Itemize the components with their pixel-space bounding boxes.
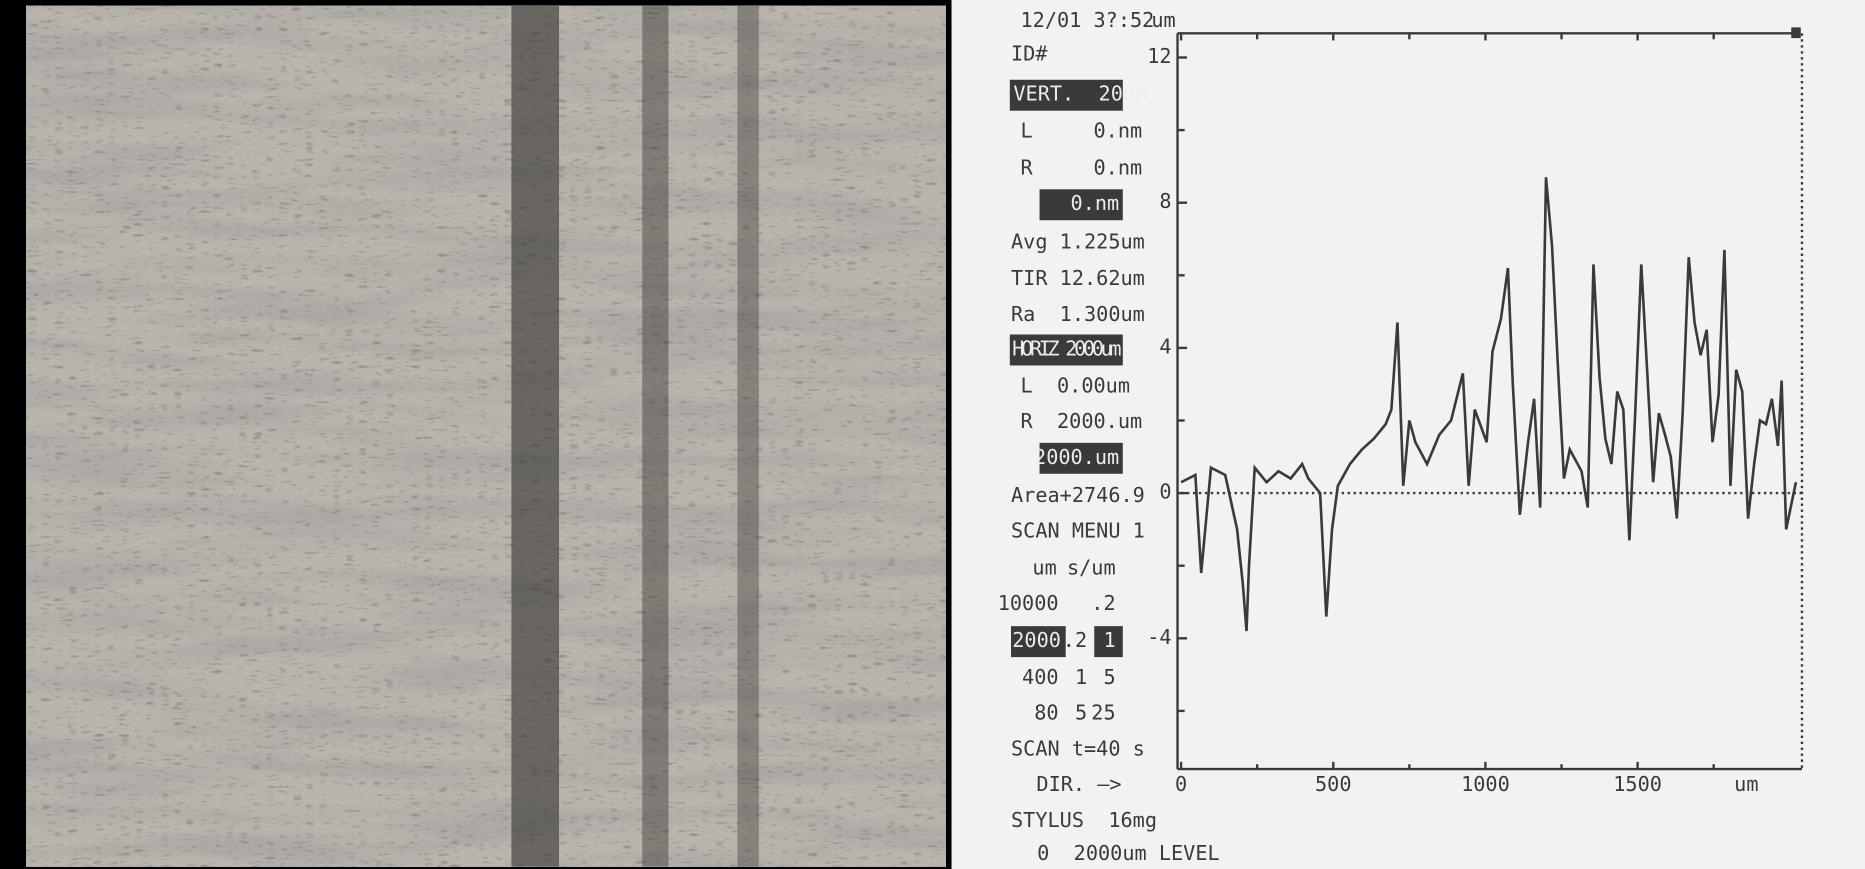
scan-cell: 80 xyxy=(1034,701,1058,725)
y-tick-label: 0 xyxy=(1159,480,1171,504)
y-tick-label: 12 xyxy=(1147,44,1171,68)
scan-cell: 5 xyxy=(1103,665,1115,689)
y-tick-label: -4 xyxy=(1147,625,1171,649)
scan-cell: 1 xyxy=(1103,628,1115,652)
tir: TIR 12.62um xyxy=(1011,266,1145,290)
vert-left: L 0.nm xyxy=(1021,119,1143,143)
groove xyxy=(737,6,758,867)
y-unit: um xyxy=(1151,8,1175,32)
y-tick-label: 4 xyxy=(1159,334,1171,358)
scan-cell: .2 xyxy=(1063,628,1087,652)
horiz-range: HORIZ 2000um xyxy=(1012,336,1121,360)
scan-time: SCAN t=40 s xyxy=(1011,736,1145,760)
surface-texture xyxy=(26,6,945,867)
scan-cell: .2 xyxy=(1091,591,1115,615)
x-tick-label: 0 xyxy=(1175,772,1187,796)
x-tick-label: 1000 xyxy=(1461,772,1510,796)
horiz-diff: 2000.um xyxy=(1034,445,1119,469)
x-tick-label: 1500 xyxy=(1613,772,1662,796)
id-label: ID# xyxy=(1011,41,1048,65)
vert-right: R 0.nm xyxy=(1021,156,1143,180)
horiz-right: R 2000.um xyxy=(1021,409,1143,433)
y-tick-label: 8 xyxy=(1159,189,1171,213)
camera-view xyxy=(26,6,945,867)
area: Area+2746.9 xyxy=(1011,483,1145,507)
scan-cell: 400 xyxy=(1022,665,1059,689)
end-marker xyxy=(1791,27,1801,38)
groove xyxy=(642,6,668,867)
vert-range: VERT. 20um xyxy=(1013,82,1147,106)
vert-diff: 0.nm xyxy=(1071,191,1120,215)
scan-col: um xyxy=(1032,556,1056,580)
screen: 12/01 3?:52 ID# VERT. 20um L 0.nm R 0.nm… xyxy=(0,0,1865,869)
scan-cell: 1 xyxy=(1075,665,1087,689)
ra: Ra 1.300um xyxy=(1011,302,1145,326)
scan-cell: 2000 xyxy=(1012,628,1061,652)
x-unit: um xyxy=(1734,772,1758,796)
direction: DIR. —> xyxy=(1036,772,1121,796)
scan-col: s/um xyxy=(1067,556,1116,580)
scan-cell: 5 xyxy=(1075,701,1087,725)
groove xyxy=(511,6,559,867)
level: 0 2000um LEVEL xyxy=(1037,841,1220,865)
horiz-left: L 0.00um xyxy=(1021,373,1131,397)
avg: Avg 1.225um xyxy=(1011,229,1145,253)
scan-cell: 10000 xyxy=(998,591,1059,615)
timestamp: 12/01 3?:52 xyxy=(1021,8,1155,32)
x-tick-label: 500 xyxy=(1315,772,1352,796)
stylus: STYLUS 16mg xyxy=(1011,808,1157,832)
scan-cell: 25 xyxy=(1091,701,1115,725)
scan-menu: SCAN MENU 1 xyxy=(1011,519,1145,543)
